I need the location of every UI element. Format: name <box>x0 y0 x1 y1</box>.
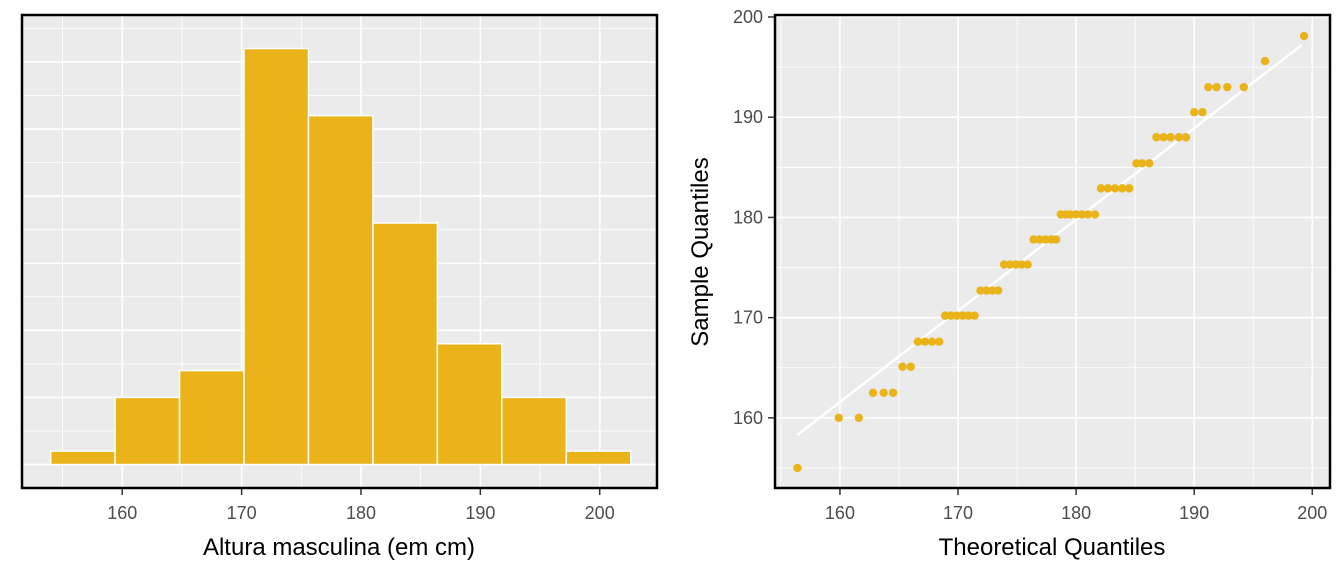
qq-point <box>1029 235 1038 244</box>
qq-point <box>854 413 864 423</box>
x-tick-label: 170 <box>227 503 257 523</box>
qq-point <box>913 337 923 346</box>
histogram-bar <box>243 47 310 466</box>
qq-plot-chart: 160 170 180 190 200 160 170 180 190 200 Theoreti… <box>687 7 1332 561</box>
qq-plot-border <box>773 13 1332 490</box>
histogram-bar <box>178 369 245 466</box>
histogram-plot-border <box>20 13 659 490</box>
x-tick-label: 190 <box>465 503 495 523</box>
qq-point <box>879 388 888 397</box>
qq-point <box>888 388 898 397</box>
qq-point <box>1132 159 1141 168</box>
qq-point <box>1035 235 1044 244</box>
histogram-x-axis-title: Altura masculina (em cm) <box>203 534 475 561</box>
qq-point <box>834 413 843 423</box>
y-tick-label: 180 <box>733 207 763 227</box>
qq-point <box>946 311 956 320</box>
y-tick-label: 160 <box>733 408 763 428</box>
qq-point <box>1090 210 1100 219</box>
x-tick-label: 170 <box>943 503 973 523</box>
qq-point <box>1103 184 1113 193</box>
qq-point <box>920 337 930 346</box>
qq-point <box>1152 133 1161 142</box>
x-tick-label: 160 <box>107 503 137 523</box>
x-tick-label: 190 <box>1179 503 1209 523</box>
qq-point <box>1239 82 1248 92</box>
y-tick-label: 170 <box>733 308 763 328</box>
qq-point <box>1125 184 1134 193</box>
qq-point <box>993 286 1003 295</box>
qq-point <box>1190 108 1199 117</box>
x-tick-label: 200 <box>1297 503 1327 523</box>
qq-point <box>868 388 878 397</box>
qq-point <box>898 362 907 371</box>
qq-point <box>1174 133 1184 142</box>
qq-y-axis-title: Sample Quantiles <box>687 157 714 346</box>
qq-point <box>1145 159 1154 168</box>
qq-point <box>1083 210 1093 219</box>
qq-point <box>1051 235 1061 244</box>
histogram-bar <box>501 396 568 466</box>
qq-point <box>999 260 1009 269</box>
qq-point <box>988 286 997 295</box>
histogram-bar <box>436 343 503 466</box>
qq-point <box>1223 82 1232 92</box>
qq-point <box>940 311 950 320</box>
qq-point <box>952 311 962 320</box>
histogram-bar <box>307 114 374 466</box>
qq-point <box>1066 210 1075 219</box>
histogram-bars <box>49 47 632 466</box>
qq-point <box>976 286 985 295</box>
qq-point <box>1096 184 1106 193</box>
qq-y-axis-ticks: 160 170 180 190 200 <box>733 7 774 428</box>
qq-point <box>1005 260 1015 269</box>
qq-point <box>964 311 973 320</box>
qq-point <box>1260 56 1270 66</box>
qq-point <box>958 311 967 320</box>
qq-plot-gridlines <box>775 15 1330 488</box>
qq-point <box>982 286 991 295</box>
qq-point <box>1077 210 1087 219</box>
histogram-bar <box>114 396 181 466</box>
y-tick-label: 190 <box>733 107 763 127</box>
qq-point <box>1212 82 1221 92</box>
qq-point <box>1071 210 1081 219</box>
y-tick-label: 200 <box>733 7 763 27</box>
qq-point <box>906 362 915 371</box>
x-tick-label: 200 <box>585 503 615 523</box>
qq-x-axis-title: Theoretical Quantiles <box>939 534 1166 561</box>
qq-point <box>1159 133 1168 142</box>
qq-point <box>1011 260 1021 269</box>
qq-point <box>1023 260 1032 269</box>
qq-point <box>1017 260 1026 269</box>
qq-point <box>1198 108 1207 117</box>
qq-point <box>1299 31 1309 41</box>
histogram-bar <box>565 450 632 466</box>
qq-point <box>1110 184 1120 193</box>
qq-point <box>1204 82 1213 92</box>
qq-point <box>934 337 944 346</box>
histogram-x-axis-ticks: 160 170 180 190 200 <box>107 489 615 523</box>
qq-plot-points <box>793 31 1309 473</box>
x-tick-label: 180 <box>1061 503 1091 523</box>
histogram-bar <box>372 222 439 466</box>
qq-point <box>1041 235 1050 244</box>
qq-point <box>970 311 979 320</box>
x-tick-label: 180 <box>346 503 376 523</box>
x-tick-label: 160 <box>825 503 855 523</box>
qq-point <box>1166 133 1175 142</box>
qq-point <box>927 337 937 346</box>
qq-point <box>1138 159 1147 168</box>
qq-point <box>1117 184 1127 193</box>
histogram-chart: 160 170 180 190 200 Altura masculina (em cm) <box>20 13 659 561</box>
qq-point <box>1181 133 1191 142</box>
qq-x-axis-ticks: 160 170 180 190 200 <box>825 489 1327 523</box>
qq-point <box>793 463 802 473</box>
histogram-bar <box>49 450 116 466</box>
